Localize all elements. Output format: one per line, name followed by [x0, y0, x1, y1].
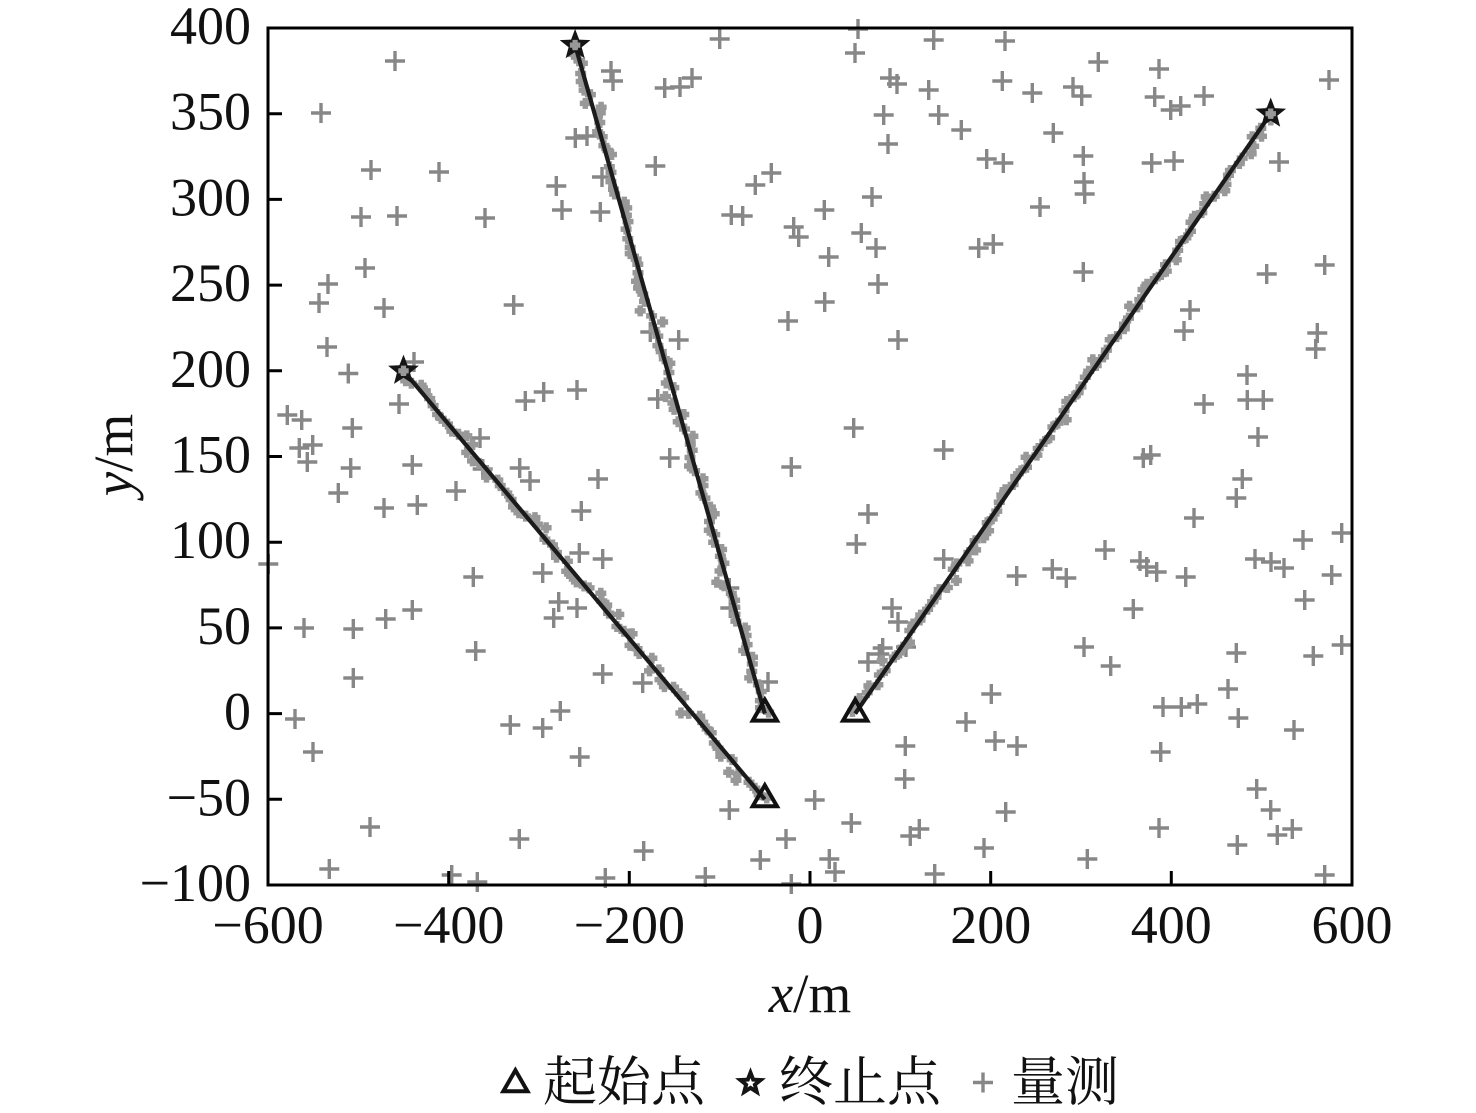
- svg-text:0: 0: [224, 682, 251, 742]
- svg-text:300: 300: [170, 167, 251, 227]
- svg-text:200: 200: [950, 895, 1031, 955]
- svg-text:250: 250: [170, 253, 251, 313]
- svg-text:−100: −100: [140, 853, 251, 913]
- svg-text:350: 350: [170, 82, 251, 142]
- svg-text:400: 400: [170, 0, 251, 56]
- svg-text:600: 600: [1312, 895, 1393, 955]
- svg-text:−200: −200: [574, 895, 685, 955]
- svg-text:y/m: y/m: [83, 414, 144, 501]
- svg-text:100: 100: [170, 510, 251, 570]
- svg-text:0: 0: [797, 895, 824, 955]
- svg-text:−600: −600: [212, 895, 323, 955]
- svg-text:−400: −400: [393, 895, 504, 955]
- svg-text:50: 50: [197, 596, 251, 656]
- svg-text:−50: −50: [167, 767, 251, 827]
- svg-text:400: 400: [1131, 895, 1212, 955]
- svg-text:x/m: x/m: [768, 963, 851, 1024]
- svg-text:150: 150: [170, 425, 251, 485]
- svg-text:200: 200: [170, 339, 251, 399]
